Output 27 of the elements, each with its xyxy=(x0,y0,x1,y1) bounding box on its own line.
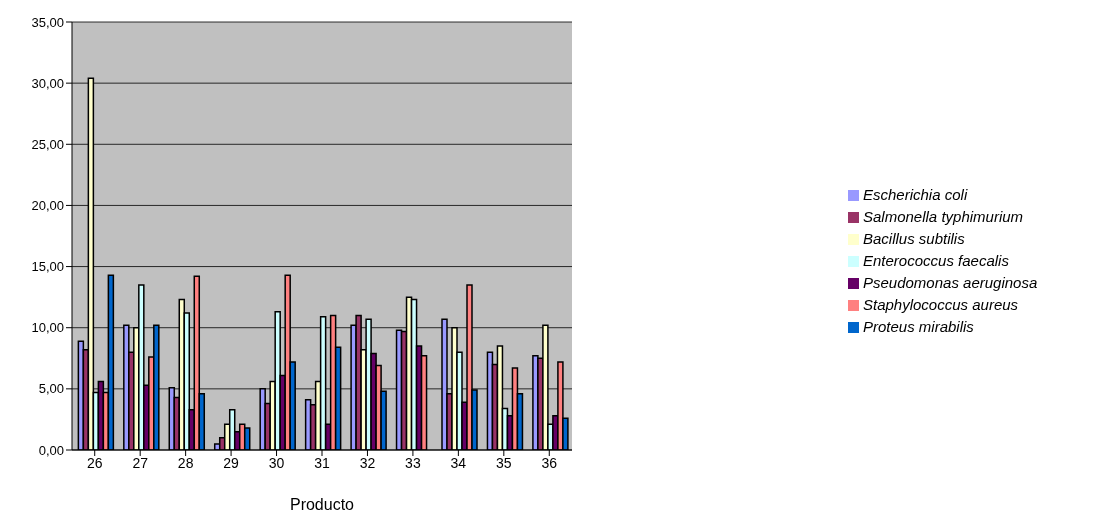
y-tick-label: 30,00 xyxy=(31,75,64,91)
x-tick-label: 34 xyxy=(450,454,467,471)
x-tick-label: 26 xyxy=(86,454,103,471)
x-tick-label: 31 xyxy=(314,454,330,471)
legend-label: Enterococcus faecalis xyxy=(863,251,1009,269)
legend-label: Bacillus subtilis xyxy=(863,229,965,247)
x-tick-label: 33 xyxy=(405,454,421,471)
legend-label: Escherichia coli xyxy=(863,185,968,203)
x-tick-label: 36 xyxy=(541,454,558,471)
y-tick-label: 10,00 xyxy=(31,320,64,336)
y-tick-label: 20,00 xyxy=(31,198,64,214)
legend-label: Pseudomonas aeruginosa xyxy=(863,273,1038,291)
y-tick-label: 5,00 xyxy=(38,381,64,397)
y-tick-label: 35,00 xyxy=(31,14,64,30)
y-tick-label: 15,00 xyxy=(31,259,64,275)
x-tick-label: 29 xyxy=(223,454,240,471)
legend-label: Staphylococcus aureus xyxy=(863,295,1019,313)
x-tick-label: 30 xyxy=(268,454,285,471)
y-tick-label: 0,00 xyxy=(38,442,64,458)
x-tick-label: 27 xyxy=(132,454,149,471)
x-tick-label: 35 xyxy=(496,454,512,471)
y-tick-label: 25,00 xyxy=(31,136,64,152)
legend-label: Proteus mirabilis xyxy=(863,317,974,335)
x-axis-title: Producto xyxy=(289,496,355,513)
x-tick-label: 28 xyxy=(177,454,194,471)
legend-label: Salmonella typhimurium xyxy=(863,207,1024,225)
x-tick-label: 32 xyxy=(359,454,376,471)
